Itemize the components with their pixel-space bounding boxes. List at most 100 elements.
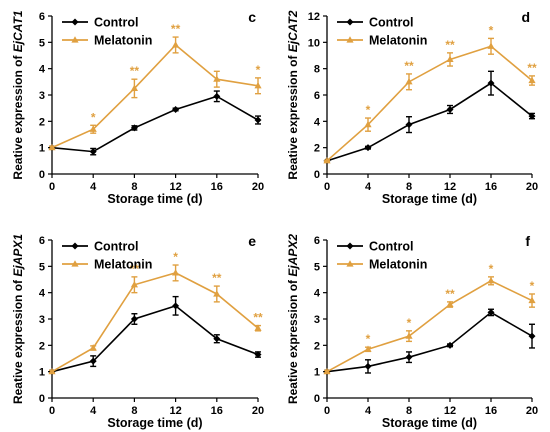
legend-label: Control (369, 240, 413, 254)
legend-marker (71, 242, 79, 250)
y-axis-label-gene: EjAPX2 (286, 234, 300, 277)
y-tick-label: 3 (314, 314, 320, 326)
significance-marker: * (489, 262, 494, 276)
series-control (323, 70, 536, 165)
data-point (528, 296, 536, 304)
data-point (89, 344, 97, 351)
data-point (213, 290, 221, 297)
legend-marker (71, 260, 79, 267)
y-tick-label: 1 (39, 367, 45, 379)
data-point (213, 335, 221, 343)
data-point (446, 300, 454, 308)
x-tick-label: 4 (90, 405, 97, 417)
series-line (326, 279, 533, 373)
data-point (405, 78, 413, 85)
y-tick-label: 2 (314, 143, 320, 155)
y-axis-label: Reative expression of EjAPX2 (286, 234, 300, 404)
data-point (254, 116, 262, 124)
data-point (487, 42, 495, 49)
data-point (130, 315, 138, 323)
panel-letter: d (521, 9, 530, 25)
panel-d: 0 2 4 6 8 10 12 0 4 8 12 16 20 Storage time (d) Reativ… (286, 9, 538, 206)
legend-marker (71, 18, 79, 26)
y-axis-label-prefix: Reative expression of (11, 277, 25, 404)
significance-marker: ** (445, 38, 455, 52)
data-point (405, 121, 413, 129)
y-axis-label: Reative expression of EjAPX1 (11, 234, 25, 404)
legend-label: Melatonin (369, 258, 427, 272)
data-point (446, 105, 454, 113)
significance-marker: * (173, 250, 178, 264)
legend-marker (346, 242, 354, 250)
x-tick-label: 0 (49, 405, 55, 417)
data-point (364, 362, 372, 370)
data-point (213, 75, 221, 82)
data-point (364, 120, 372, 128)
significance-marker: ** (527, 61, 537, 75)
data-point (172, 105, 180, 113)
y-tick-label: 6 (39, 235, 45, 247)
data-point (487, 277, 495, 284)
significance-marker: * (530, 279, 535, 293)
x-tick-label: 12 (444, 181, 456, 193)
data-point (487, 308, 495, 316)
legend: Control Melatonin (337, 16, 427, 48)
x-axis-label: Storage time (d) (382, 192, 477, 206)
y-axis-label-prefix: Reative expression of (286, 277, 300, 404)
legend-label: Control (94, 16, 138, 30)
data-point (528, 112, 536, 120)
y-tick-label: 8 (314, 64, 320, 76)
data-point (405, 332, 413, 339)
data-point (48, 143, 56, 151)
data-point (528, 332, 536, 340)
data-point (89, 148, 97, 156)
y-tick-label: 10 (308, 37, 320, 49)
data-point (405, 353, 413, 361)
series-line (51, 43, 259, 149)
significance-marker: * (366, 103, 371, 117)
legend: Control Melatonin (62, 16, 152, 48)
data-point (446, 341, 454, 349)
y-tick-label: 6 (39, 11, 45, 23)
x-tick-label: 20 (526, 405, 538, 417)
legend-marker (346, 260, 354, 267)
panel-letter: e (248, 233, 256, 249)
series-melatonin (48, 264, 262, 375)
y-axis-label-gene: EjCAT1 (11, 10, 25, 52)
legend: Control Melatonin (337, 240, 427, 272)
x-tick-label: 20 (526, 181, 538, 193)
data-point (130, 84, 138, 92)
significance-marker: * (489, 23, 494, 37)
significance-marker: ** (130, 262, 140, 276)
y-axis-label-prefix: Reative expression of (286, 52, 300, 179)
x-axis-label: Storage time (d) (107, 192, 202, 206)
data-point (89, 125, 97, 132)
y-tick-label: 2 (314, 340, 320, 352)
data-point (364, 144, 372, 152)
x-tick-label: 16 (211, 405, 223, 417)
x-axis-label: Storage time (d) (107, 416, 202, 430)
x-tick-label: 4 (365, 405, 372, 417)
x-tick-label: 12 (444, 405, 456, 417)
y-tick-label: 5 (39, 261, 45, 273)
x-tick-label: 12 (169, 405, 181, 417)
data-point (323, 157, 331, 164)
data-point (254, 324, 262, 331)
y-axis-label: Reative expression of EjCAT2 (286, 10, 300, 180)
y-tick-label: 2 (39, 116, 45, 128)
y-tick-label: 4 (314, 116, 321, 128)
significance-marker: ** (130, 64, 140, 78)
data-point (130, 280, 138, 288)
x-tick-label: 8 (131, 181, 137, 193)
x-axis-label: Storage time (d) (382, 416, 477, 430)
y-tick-label: 4 (39, 288, 46, 300)
x-tick-label: 16 (485, 181, 497, 193)
data-point (487, 79, 495, 87)
x-tick-label: 20 (252, 181, 264, 193)
data-point (446, 55, 454, 63)
legend-label: Control (94, 240, 138, 254)
x-tick-label: 0 (324, 405, 330, 417)
series-line (326, 45, 533, 162)
